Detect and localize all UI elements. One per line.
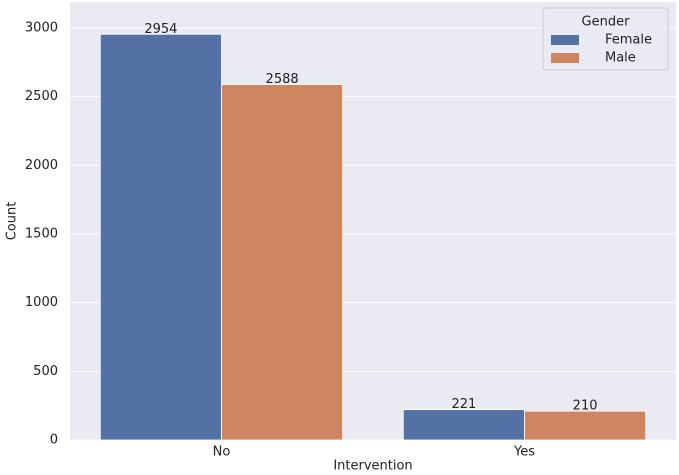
data-label: 221 xyxy=(451,397,476,412)
y-tick-label: 1000 xyxy=(25,295,58,310)
y-tick-label: 2500 xyxy=(25,89,58,104)
legend-title: Gender xyxy=(582,15,631,30)
y-tick-label: 0 xyxy=(50,433,58,448)
bar xyxy=(524,410,647,441)
data-label: 2954 xyxy=(144,22,177,37)
legend-label: Female xyxy=(605,33,652,48)
bar xyxy=(402,409,525,441)
bar xyxy=(221,84,344,441)
x-tick-label: Yes xyxy=(513,445,535,460)
legend-swatch xyxy=(551,35,579,45)
legend-label: Male xyxy=(605,51,636,66)
x-tick-label: No xyxy=(213,445,231,460)
y-tick-label: 1500 xyxy=(25,226,58,241)
x-axis-label: Intervention xyxy=(333,459,412,474)
legend-swatch xyxy=(551,53,579,63)
y-tick-label: 3000 xyxy=(25,20,58,35)
data-label: 210 xyxy=(573,399,598,414)
y-tick-label: 500 xyxy=(33,364,58,379)
bar xyxy=(99,33,222,441)
y-tick-label: 2000 xyxy=(25,158,58,173)
data-label: 2588 xyxy=(266,72,299,87)
y-axis-label: Count xyxy=(5,202,20,241)
